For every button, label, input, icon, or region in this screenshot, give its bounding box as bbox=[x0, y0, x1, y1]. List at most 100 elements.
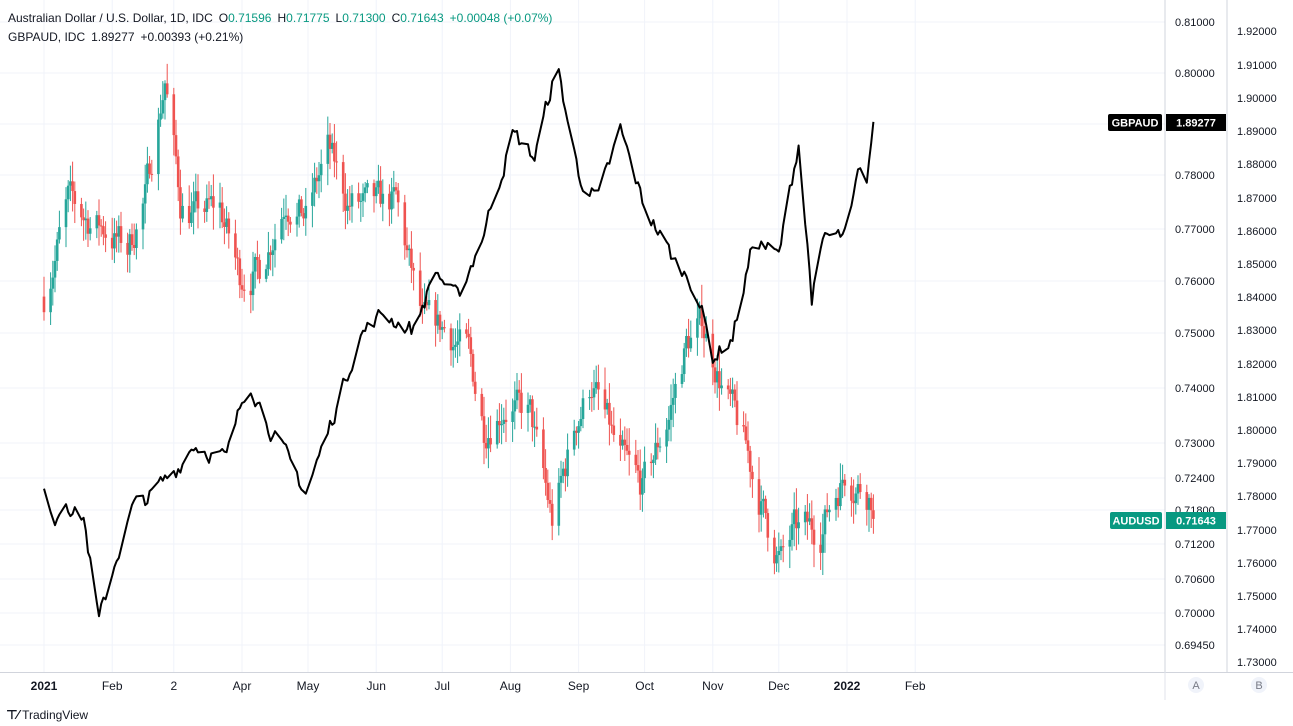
gbpaud-tick-label: 1.79000 bbox=[1237, 458, 1277, 470]
audusd-candle bbox=[665, 417, 668, 463]
audusd-candle bbox=[572, 419, 576, 456]
audusd-candle bbox=[379, 166, 382, 208]
log-scale-button-label: B bbox=[1255, 680, 1262, 692]
audusd-candle bbox=[82, 208, 85, 241]
audusd-candle bbox=[181, 193, 184, 223]
audusd-candle bbox=[357, 182, 360, 209]
tradingview-footer[interactable]: ⊤⁄ TradingView bbox=[6, 707, 88, 723]
audusd-candle bbox=[443, 319, 446, 333]
audusd-candle bbox=[852, 479, 855, 524]
audusd-candle bbox=[733, 384, 737, 408]
audusd-candle bbox=[71, 161, 74, 212]
audusd-candle bbox=[517, 380, 521, 413]
audusd-candle bbox=[612, 407, 616, 442]
audusd-candle bbox=[469, 326, 473, 367]
time-tick-label: Oct bbox=[635, 679, 654, 693]
audusd-candle bbox=[117, 215, 121, 253]
axes bbox=[0, 0, 1293, 700]
audusd-candle bbox=[487, 417, 490, 469]
audusd-candle bbox=[581, 389, 585, 429]
audusd-candle bbox=[348, 186, 352, 221]
log-scale-button[interactable]: B bbox=[1251, 677, 1267, 693]
audusd-candle bbox=[803, 505, 807, 536]
gbpaud-price-scale[interactable]: 1.92000 1.91000 1.90000 1.89000 1.88000 1.870… bbox=[1237, 26, 1277, 669]
audusd-candle bbox=[64, 187, 68, 248]
audusd-candle bbox=[718, 349, 721, 411]
audusd-candle bbox=[102, 216, 105, 246]
gbpaud-tick-label: 1.87000 bbox=[1237, 193, 1277, 205]
audusd-candle bbox=[751, 465, 754, 498]
audusd-candle bbox=[674, 372, 677, 414]
audusd-candle bbox=[220, 187, 224, 229]
gbpaud-tick-label: 1.85000 bbox=[1237, 259, 1277, 271]
audusd-candle bbox=[764, 495, 767, 519]
audusd-candle bbox=[548, 482, 552, 513]
audusd-candle bbox=[115, 220, 118, 253]
audusd-candle bbox=[58, 210, 61, 244]
audusd-candle bbox=[53, 245, 57, 293]
audusd-candle bbox=[113, 218, 116, 264]
audusd-candle bbox=[757, 457, 761, 533]
audusd-candle bbox=[286, 208, 290, 237]
audusd-candle bbox=[748, 445, 752, 488]
audusd-candle bbox=[392, 170, 396, 209]
audusd-candle bbox=[49, 272, 52, 326]
audusd-candle bbox=[236, 247, 239, 276]
audusd-candle bbox=[361, 183, 365, 218]
audusd-candle bbox=[634, 439, 638, 474]
time-axis[interactable]: 2021 Feb 2 Apr May Jun Jul Aug Sep Oct Nov Dec 2022 F… bbox=[31, 679, 926, 693]
audusd-candle bbox=[249, 273, 253, 314]
audusd-candle bbox=[297, 194, 301, 228]
audusd-candle bbox=[449, 323, 453, 366]
audusd-candle bbox=[735, 381, 739, 435]
audusd-candle bbox=[313, 162, 316, 207]
audusd-candle bbox=[597, 364, 600, 410]
audusd-candle bbox=[99, 219, 103, 237]
gbpaud-tick-label: 1.75000 bbox=[1237, 591, 1277, 603]
audusd-candle bbox=[135, 223, 138, 260]
audusd-candle bbox=[141, 197, 145, 250]
audusd-value-label: 0.71643 bbox=[1176, 516, 1216, 528]
gbpaud-tick-label: 1.74000 bbox=[1237, 624, 1277, 636]
gbpaud-tick-label: 1.83000 bbox=[1237, 325, 1277, 337]
audusd-candle bbox=[795, 488, 798, 551]
audusd-candle bbox=[388, 184, 391, 227]
audusd-candle bbox=[636, 449, 640, 483]
audusd-tick-label: 0.72400 bbox=[1175, 473, 1215, 485]
audusd-candle bbox=[203, 200, 206, 223]
audusd-candle bbox=[97, 199, 101, 246]
audusd-candle bbox=[130, 223, 134, 251]
main-series-legend[interactable]: Australian Dollar / U.S. Dollar, 1D, IDC… bbox=[8, 9, 552, 28]
audusd-candle bbox=[667, 406, 671, 442]
change-value: +0.00048 (+0.07%) bbox=[449, 11, 553, 25]
audusd-candle bbox=[594, 365, 598, 394]
audusd-candle bbox=[315, 167, 319, 194]
audusd-tick-label: 0.70000 bbox=[1175, 608, 1215, 620]
close-label: C bbox=[391, 11, 401, 25]
time-tick-label: 2022 bbox=[834, 679, 861, 693]
audusd-candle bbox=[546, 469, 550, 508]
audusd-candle bbox=[621, 430, 624, 450]
audusd-candle bbox=[436, 294, 440, 334]
gbpaud-tick-label: 1.84000 bbox=[1237, 292, 1277, 304]
audusd-candle bbox=[603, 367, 607, 419]
gbpaud-name-label-bg bbox=[1108, 114, 1162, 131]
audusd-candle bbox=[777, 532, 781, 573]
time-tick-label: 2021 bbox=[31, 679, 58, 693]
audusd-candle bbox=[341, 154, 345, 212]
compare-series-legend[interactable]: GBPAUD, IDC 1.89277 +0.00393 (+0.21%) bbox=[8, 28, 552, 47]
audusd-candle bbox=[403, 194, 407, 260]
audusd-tick-label: 0.71200 bbox=[1175, 539, 1215, 551]
audusd-candle bbox=[652, 455, 655, 479]
time-tick-label: Jul bbox=[435, 679, 450, 693]
auto-scale-button[interactable]: A bbox=[1188, 677, 1204, 693]
audusd-candle bbox=[696, 298, 699, 356]
audusd-price-scale[interactable]: 0.810000.800000.790000.780000.770000.760… bbox=[1175, 17, 1215, 652]
low-value: 0.71300 bbox=[342, 11, 386, 25]
audusd-candle bbox=[223, 208, 226, 245]
audusd-candle bbox=[610, 410, 613, 434]
audusd-candle bbox=[51, 260, 55, 306]
audusd-candle bbox=[227, 212, 231, 249]
audusd-candle bbox=[762, 490, 765, 518]
